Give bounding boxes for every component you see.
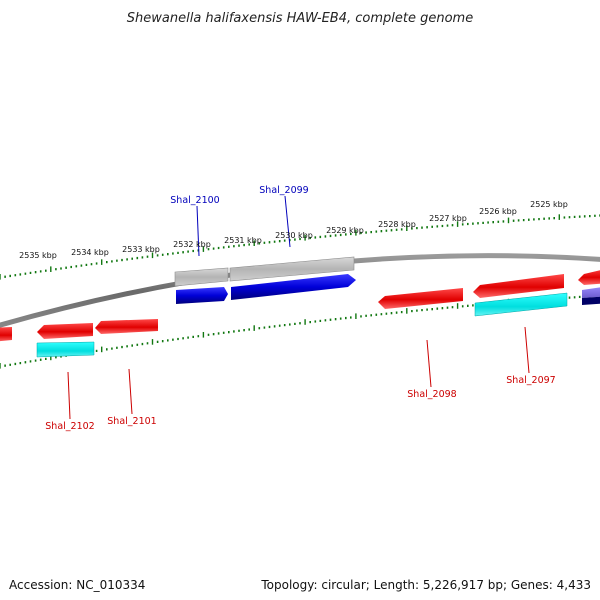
tick-label-2531: 2531 kbp xyxy=(224,236,262,245)
rna-feature-shal-2102[interactable] xyxy=(36,341,95,358)
cds-shal-2102[interactable] xyxy=(37,323,93,339)
upper-tick-track xyxy=(0,214,600,280)
cds-right-edge-navy[interactable] xyxy=(582,296,600,305)
leader-lines xyxy=(67,195,530,420)
cds-shal-2101[interactable] xyxy=(95,319,158,334)
tick-label-2528: 2528 kbp xyxy=(378,220,416,229)
tick-label-2533: 2533 kbp xyxy=(122,245,160,254)
cds-left-edge-red[interactable] xyxy=(0,327,12,342)
tick-label-2526: 2526 kbp xyxy=(479,207,517,216)
tick-label-2530: 2530 kbp xyxy=(275,231,313,240)
cds-right-edge-red[interactable] xyxy=(578,268,600,285)
cds-right-edge-purple[interactable] xyxy=(582,286,600,298)
gene-label-shal-2102[interactable]: Shal_2102 xyxy=(45,421,94,432)
tick-label-2525: 2525 kbp xyxy=(530,200,568,209)
map-title: Shewanella halifaxensis HAW-EB4, complet… xyxy=(127,11,473,26)
tick-label-2535: 2535 kbp xyxy=(19,251,57,260)
gray-feature-shal-2100[interactable] xyxy=(174,267,229,287)
tick-label-2527: 2527 kbp xyxy=(429,214,467,223)
gene-label-shal-2099[interactable]: Shal_2099 xyxy=(259,185,308,196)
gene-label-shal-2097[interactable]: Shal_2097 xyxy=(506,375,555,386)
gray-feature-shal-2099[interactable] xyxy=(229,256,355,282)
tick-label-2532: 2532 kbp xyxy=(173,240,211,249)
cds-shal-2098[interactable] xyxy=(378,288,463,309)
tick-label-2534: 2534 kbp xyxy=(71,248,109,257)
gene-label-shal-2098[interactable]: Shal_2098 xyxy=(407,389,456,400)
gene-label-shal-2100[interactable]: Shal_2100 xyxy=(170,195,219,206)
cds-shal-2099[interactable] xyxy=(231,274,356,300)
tick-label-2529: 2529 kbp xyxy=(326,226,364,235)
rna-feature-shal-2097[interactable] xyxy=(474,292,568,317)
gene-label-shal-2101[interactable]: Shal_2101 xyxy=(107,416,156,427)
genome-summary-text: Topology: circular; Length: 5,226,917 bp… xyxy=(261,578,591,592)
accession-text: Accession: NC_010334 xyxy=(9,578,146,592)
cds-shal-2097[interactable] xyxy=(473,274,564,298)
cds-shal-2100[interactable] xyxy=(176,287,228,304)
